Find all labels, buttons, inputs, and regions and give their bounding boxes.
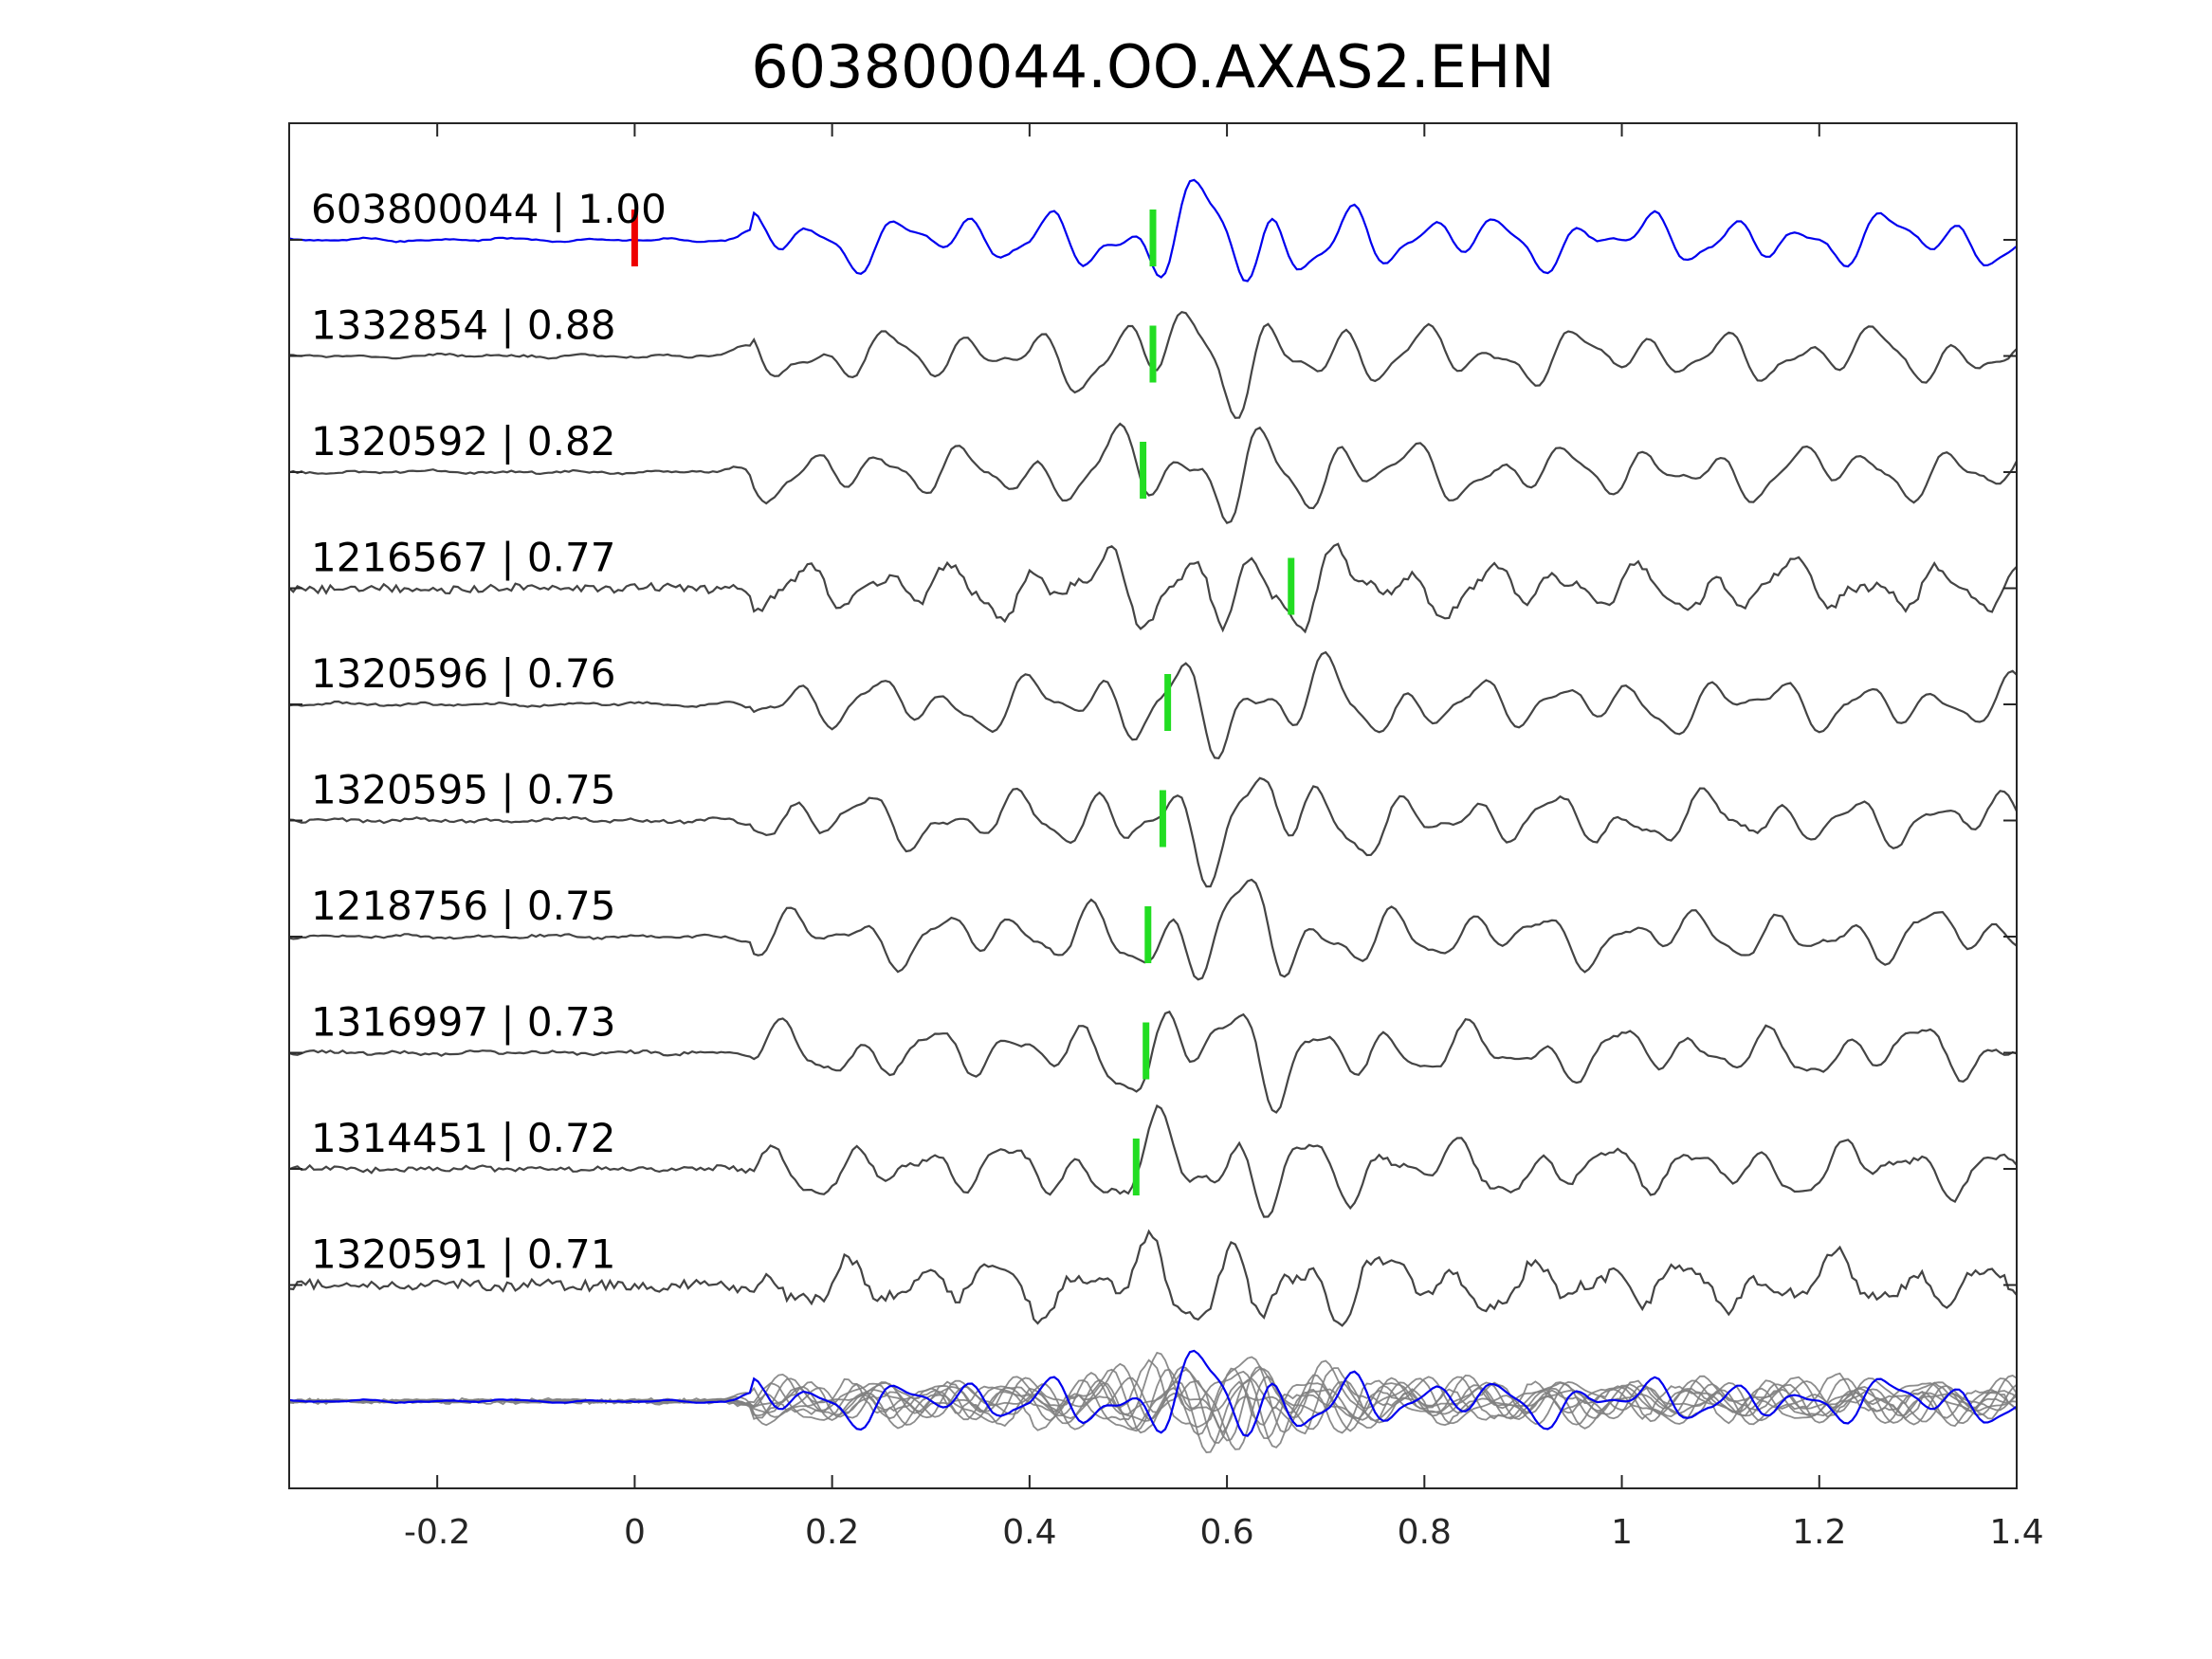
trace-label: 1216567 | 0.77 [311,535,615,581]
chart-title: 603800044.OO.AXAS2.EHN [751,32,1555,101]
x-tick-label: 0.6 [1199,1513,1253,1552]
trace-label: 1316997 | 0.73 [311,999,615,1046]
trace-label: 603800044 | 1.00 [311,186,667,232]
x-axis: -0.2 0 0.2 0.4 0.6 0.8 1 1.2 1.4 [404,123,2044,1552]
trace-line-7 [288,878,2018,981]
trace-label: 1320595 | 0.75 [311,767,615,813]
x-tick-label: -0.2 [404,1513,470,1552]
x-tick-label: 0 [624,1513,646,1552]
stack-trace-line [288,1367,2018,1453]
x-tick-label: 1 [1611,1513,1633,1552]
x-tick-label: 1.4 [1989,1513,2043,1552]
trace-label: 1314451 | 0.72 [311,1115,615,1161]
stack-template-line [288,1349,2018,1437]
trace-line-3 [288,422,2018,525]
trace-label: 1320592 | 0.82 [311,418,615,465]
trace-line-9 [288,1103,2018,1218]
trace-label: 1332854 | 0.88 [311,302,615,349]
trace-label: 1320596 | 0.76 [311,650,615,697]
x-tick-label: 0.8 [1398,1513,1452,1552]
trace-labels: 603800044 | 1.00 1332854 | 0.88 1320592 | … [311,186,667,1278]
trace-line-5 [288,650,2018,759]
plot-area-frame [288,122,2018,1489]
traces-layer [288,178,2018,1453]
trace-label: 1218756 | 0.75 [311,883,615,929]
trace-line-6 [288,776,2018,888]
x-tick-label: 1.2 [1792,1513,1846,1552]
stack-trace-line [288,1358,2018,1434]
trace-line-10 [288,1229,2018,1327]
trace-line-8 [288,1010,2018,1114]
trace-label: 1320591 | 0.71 [311,1231,615,1278]
x-tick-label: 0.4 [1002,1513,1056,1552]
trace-line-4 [288,542,2018,634]
x-tick-label: 0.2 [805,1513,859,1552]
